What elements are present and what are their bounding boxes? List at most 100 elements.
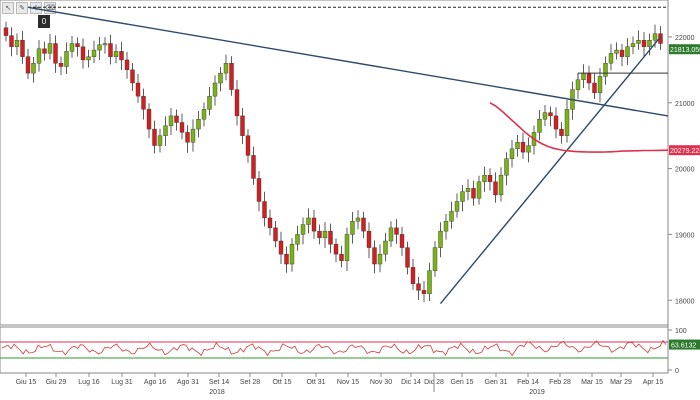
candle-body (328, 230, 333, 245)
osc-last-label: 63.6132 (671, 343, 696, 350)
candle-body (482, 174, 487, 182)
candle-body (432, 247, 438, 271)
candle-body (124, 59, 130, 71)
x-tick-label: Nov 30 (370, 379, 392, 386)
candle-body (218, 72, 223, 84)
candle-body (251, 155, 256, 179)
candle-body (295, 234, 300, 245)
cursor-icon[interactable]: ↖ (2, 2, 14, 14)
candle-body (416, 283, 421, 291)
candle-body (58, 63, 64, 67)
candle-body (608, 53, 614, 64)
candle-body (372, 247, 377, 265)
candle-body (553, 115, 559, 130)
last-price-label: 21813.0508 (670, 47, 700, 54)
candle-body (201, 109, 207, 120)
candle-body (240, 115, 245, 136)
candle-body (64, 51, 69, 67)
x-tick-label: Feb 28 (549, 379, 571, 386)
candle-body (333, 244, 339, 255)
x-tick-label: Ott 15 (272, 379, 291, 386)
candle-body (234, 89, 240, 117)
candle-body (163, 125, 168, 136)
candle-body (130, 69, 135, 84)
candle-body (471, 188, 476, 199)
candle-body (190, 128, 196, 143)
candle-body (229, 63, 234, 90)
candle-body (179, 122, 185, 133)
x-tick-label: Mar 15 (581, 379, 603, 386)
x-tick-label: Ago 31 (177, 379, 199, 386)
candle-body (520, 142, 526, 153)
candle-body (614, 49, 619, 54)
candle-body (427, 270, 432, 294)
candle-body (102, 43, 108, 46)
candle-body (542, 112, 548, 120)
candle-body (185, 132, 190, 143)
candle-body (443, 221, 449, 232)
candle-body (157, 135, 163, 146)
candle-body (47, 43, 53, 54)
candle-body (619, 49, 625, 57)
x-tick-label: Apr 15 (643, 379, 664, 386)
candle-body (91, 49, 97, 57)
osc-last-badge (669, 339, 700, 350)
candle-body (53, 43, 58, 64)
candle-body (498, 174, 504, 196)
candle-body (311, 217, 317, 232)
pencil-icon[interactable]: ✎ (16, 2, 28, 14)
osc-tick-label: 100 (675, 328, 687, 335)
candle-body (141, 95, 146, 110)
candle-body (421, 290, 427, 294)
candle-body (278, 240, 284, 255)
marker-box[interactable]: 0 (38, 15, 50, 28)
candle-body (636, 40, 641, 44)
candle-body (25, 56, 31, 74)
candle-body (273, 227, 278, 242)
candle-body (152, 128, 157, 146)
candle-body (146, 109, 152, 130)
candle-body (630, 43, 636, 47)
candle-body (80, 46, 86, 61)
osc-tick-label: 0 (675, 368, 679, 375)
candle-body (245, 135, 251, 156)
x-tick-label: Ago 16 (144, 379, 166, 386)
candle-body (625, 46, 630, 57)
candle-body (14, 40, 20, 47)
x-tick-label: Lug 16 (78, 379, 100, 386)
candle-body (476, 181, 482, 199)
candle-body (526, 145, 531, 153)
candle-body (207, 95, 212, 110)
candle-body (641, 40, 647, 47)
last-price-badge (669, 44, 700, 55)
candle-body (377, 253, 383, 265)
overlays-group: 21813.0508 20279.2234 (27, 6, 700, 304)
candle-body (465, 188, 471, 192)
candle-body (42, 48, 47, 54)
x-tick-label: Lug 31 (111, 379, 133, 386)
x-tick-label: Set 28 (240, 379, 260, 386)
candle-body (383, 240, 388, 255)
candle-body (36, 48, 42, 64)
long-trendline (27, 6, 669, 117)
x-tick-label: Set 14 (209, 379, 229, 386)
y-tick-label: 19000 (675, 232, 695, 239)
candle-body (306, 217, 311, 225)
candle-body (97, 44, 102, 51)
candle-body (9, 35, 14, 47)
candle-body (438, 230, 443, 248)
y-tick-label: 20000 (675, 167, 695, 174)
x-tick-label: Gen 15 (451, 379, 474, 386)
candle-body (212, 82, 218, 97)
candle-body (223, 63, 229, 74)
candle-body (388, 227, 394, 242)
year-label-2018: 2018 (209, 389, 225, 396)
candle-body (300, 224, 306, 235)
candle-body (515, 142, 520, 150)
candle-body (454, 201, 460, 212)
x-tick-label: Ott 31 (306, 379, 325, 386)
x-tick-label: Gen 31 (485, 379, 508, 386)
moving-average-line (489, 102, 669, 153)
y-tick-label: 18000 (675, 298, 695, 305)
x-tick-label: Feb 14 (517, 379, 539, 386)
